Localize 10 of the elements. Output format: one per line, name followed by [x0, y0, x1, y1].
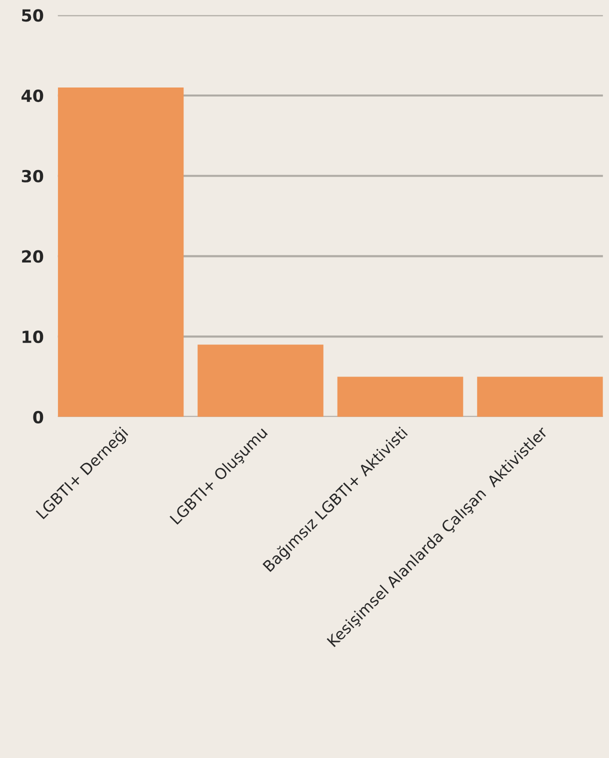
y-tick-label: 20 — [22, 250, 44, 263]
bar — [477, 376, 603, 417]
bar — [58, 87, 184, 417]
y-tick-label: 30 — [22, 170, 44, 182]
bar — [198, 344, 324, 417]
y-tick-label: 0 — [33, 410, 44, 424]
y-tick-label: 50 — [22, 9, 44, 22]
y-tick-label: 10 — [22, 330, 44, 344]
bar — [337, 376, 464, 417]
y-tick-label: 40 — [22, 89, 44, 102]
